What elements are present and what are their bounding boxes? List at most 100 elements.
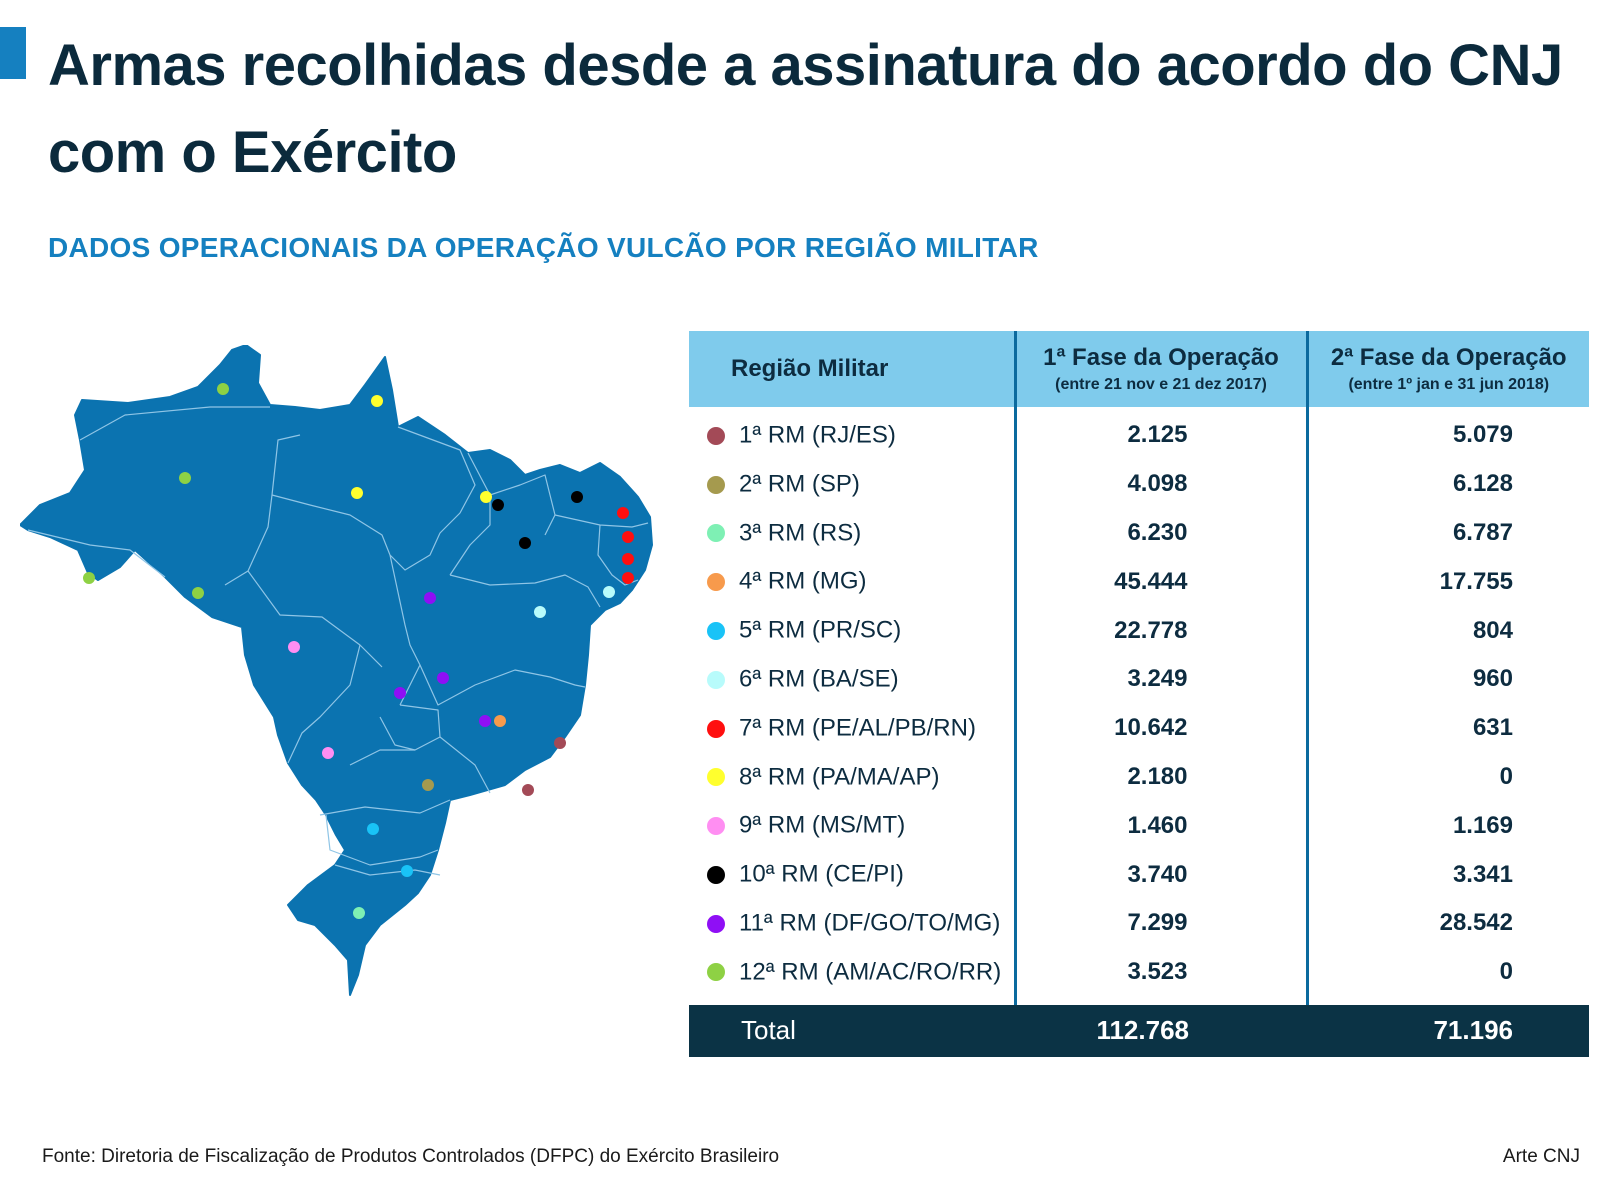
region-cell: 9ª RM (MS/MT) bbox=[689, 801, 1017, 851]
map-marker-2rm bbox=[422, 779, 434, 791]
region-cell: 4ª RM (MG) bbox=[689, 557, 1017, 607]
region-color-dot bbox=[707, 719, 725, 738]
map-marker-11rm bbox=[394, 687, 406, 699]
region-label: 10ª RM (CE/PI) bbox=[739, 860, 904, 888]
region-color-dot bbox=[707, 670, 725, 689]
table-row: 3ª RM (RS) 6.230 6.787 bbox=[689, 508, 1589, 558]
region-cell: 10ª RM (CE/PI) bbox=[689, 850, 1017, 899]
phase1-value: 3.740 bbox=[1015, 850, 1309, 899]
region-color-dot bbox=[707, 914, 725, 933]
state-borders bbox=[27, 406, 649, 876]
map-marker-1rm bbox=[522, 784, 534, 796]
phase2-value: 6.787 bbox=[1452, 518, 1513, 546]
map-marker-12rm bbox=[192, 587, 204, 599]
table-row: 5ª RM (PR/SC) 22.778 804 bbox=[689, 606, 1589, 655]
map-marker-6rm bbox=[534, 606, 546, 618]
map-marker-9rm bbox=[288, 641, 300, 653]
weapons-table: Região Militar 1ª Fase da Operação (entr… bbox=[689, 331, 1589, 1057]
phase2-value: 28.542 bbox=[1439, 909, 1513, 937]
region-label: 11ª RM (DF/GO/TO/MG) bbox=[739, 909, 1001, 937]
map-marker-10rm bbox=[519, 537, 531, 549]
header-phase2-period: (entre 1º jan e 31 jun 2018) bbox=[1348, 376, 1550, 393]
phase2-value: 0 bbox=[1499, 762, 1513, 790]
region-color-dot bbox=[707, 524, 725, 543]
map-marker-11rm bbox=[479, 715, 491, 727]
phase2-value: 1.169 bbox=[1452, 811, 1513, 839]
header-phase2-title: 2ª Fase da Operação bbox=[1330, 344, 1567, 371]
region-label: 1ª RM (RJ/ES) bbox=[739, 421, 896, 449]
region-cell: 7ª RM (PE/AL/PB/RN) bbox=[689, 703, 1017, 753]
region-color-dot bbox=[707, 963, 725, 982]
phase2-value: 804 bbox=[1472, 616, 1513, 644]
map-marker-7rm bbox=[622, 531, 634, 543]
region-color-dot bbox=[707, 768, 725, 787]
region-label: 3ª RM (RS) bbox=[739, 519, 862, 547]
map-marker-3rm bbox=[353, 907, 365, 919]
map-marker-8rm bbox=[351, 487, 363, 499]
map-marker-12rm bbox=[217, 383, 229, 395]
phase1-value: 22.778 bbox=[1015, 606, 1309, 655]
region-label: 12ª RM (AM/AC/RO/RR) bbox=[739, 958, 1002, 986]
phase1-value: 3.249 bbox=[1015, 654, 1309, 704]
phase1-value: 4.098 bbox=[1015, 459, 1309, 509]
map-marker-1rm bbox=[554, 737, 566, 749]
header-region: Região Militar bbox=[689, 331, 1017, 407]
total-phase1: 112.768 bbox=[1015, 1004, 1307, 1057]
map-marker-7rm bbox=[622, 572, 634, 584]
phase2-value: 0 bbox=[1499, 958, 1513, 986]
table-row: 4ª RM (MG) 45.444 17.755 bbox=[689, 557, 1589, 607]
map-marker-5rm bbox=[367, 823, 379, 835]
total-phase2: 71.196 bbox=[1307, 1004, 1589, 1057]
phase1-value: 2.180 bbox=[1015, 752, 1309, 802]
map-marker-11rm bbox=[424, 592, 436, 604]
map-marker-5rm bbox=[401, 865, 413, 877]
title-accent-bar bbox=[0, 27, 26, 79]
source-note: Fonte: Diretoria de Fiscalização de Prod… bbox=[42, 1146, 780, 1167]
page-title: Armas recolhidas desde a assinatura do a… bbox=[48, 33, 1563, 185]
weapons-table-panel: Região Militar 1ª Fase da Operação (entr… bbox=[689, 331, 1589, 1057]
region-cell: 2ª RM (SP) bbox=[689, 459, 1017, 509]
phase2-value: 631 bbox=[1472, 714, 1513, 742]
table-body: 1ª RM (RJ/ES) 2.125 5.079 2ª RM (SP) 4.098 6.… bbox=[689, 407, 1589, 1005]
total-row: Total 112.768 71.196 bbox=[689, 1004, 1589, 1057]
table-row: 11ª RM (DF/GO/TO/MG) 7.299 28.542 bbox=[689, 898, 1589, 948]
region-cell: 3ª RM (RS) bbox=[689, 508, 1017, 558]
phase1-value: 3.523 bbox=[1015, 947, 1309, 1005]
region-cell: 5ª RM (PR/SC) bbox=[689, 606, 1017, 655]
header-phase1-period: (entre 21 nov e 21 dez 2017) bbox=[1055, 376, 1267, 393]
phase2-value: 3.341 bbox=[1452, 860, 1513, 888]
region-label: 8ª RM (PA/MA/AP) bbox=[739, 763, 940, 791]
map-marker-12rm bbox=[179, 472, 191, 484]
map-marker-7rm bbox=[617, 507, 629, 519]
region-color-dot bbox=[707, 475, 725, 494]
region-label: 2ª RM (SP) bbox=[739, 470, 860, 498]
map-marker-11rm bbox=[437, 672, 449, 684]
total-label: Total bbox=[689, 1004, 1015, 1057]
phase1-value: 6.230 bbox=[1015, 508, 1309, 558]
table-row: 1ª RM (RJ/ES) 2.125 5.079 bbox=[689, 407, 1589, 460]
region-cell: 12ª RM (AM/AC/RO/RR) bbox=[689, 947, 1017, 1005]
brazil-outline bbox=[20, 345, 653, 996]
map-marker-6rm bbox=[603, 586, 615, 598]
region-label: 5ª RM (PR/SC) bbox=[739, 616, 902, 644]
map-marker-8rm bbox=[480, 491, 492, 503]
header-phase1-title: 1ª Fase da Operação bbox=[1043, 344, 1279, 371]
phase2-value: 960 bbox=[1472, 665, 1513, 693]
header-phase2: 2ª Fase da Operação (entre 1º jan e 31 j… bbox=[1307, 331, 1589, 407]
region-label: 6ª RM (BA/SE) bbox=[739, 665, 899, 693]
region-label: 4ª RM (MG) bbox=[739, 568, 867, 596]
page-subtitle: DADOS OPERACIONAIS DA OPERAÇÃO VULCÃO PO… bbox=[48, 232, 1039, 263]
region-cell: 6ª RM (BA/SE) bbox=[689, 654, 1017, 704]
region-label: 9ª RM (MS/MT) bbox=[739, 812, 906, 840]
table-row: 12ª RM (AM/AC/RO/RR) 3.523 0 bbox=[689, 947, 1589, 1005]
region-label: 7ª RM (PE/AL/PB/RN) bbox=[739, 714, 976, 742]
phase1-value: 1.460 bbox=[1015, 801, 1309, 851]
region-color-dot bbox=[707, 865, 725, 884]
region-color-dot bbox=[707, 621, 725, 640]
map-marker-7rm bbox=[622, 553, 634, 565]
region-cell: 1ª RM (RJ/ES) bbox=[689, 407, 1017, 460]
phase1-value: 10.642 bbox=[1015, 703, 1309, 753]
region-color-dot bbox=[707, 573, 725, 592]
region-markers bbox=[83, 383, 634, 919]
phase1-value: 45.444 bbox=[1015, 557, 1309, 607]
